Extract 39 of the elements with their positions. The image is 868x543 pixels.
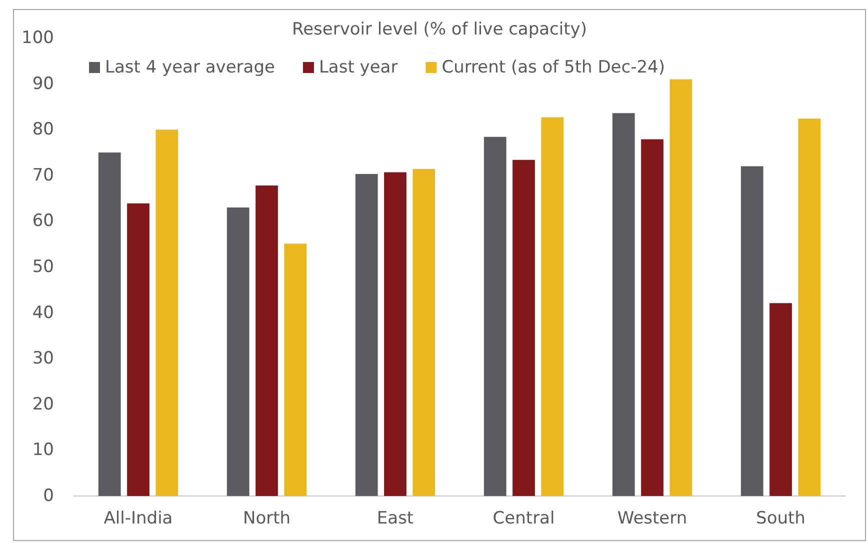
legend-label: Last year — [318, 58, 398, 78]
y-tick-label: 90 — [32, 74, 54, 94]
x-tick-label: Western — [617, 508, 688, 528]
bar — [284, 244, 307, 496]
bar — [355, 174, 378, 496]
bar — [256, 185, 278, 496]
y-tick-label: 80 — [32, 120, 54, 140]
legend-label: Current (as of 5th Dec-24) — [442, 58, 666, 78]
x-tick-label: East — [376, 508, 414, 528]
bar — [770, 303, 792, 496]
bar — [412, 168, 436, 496]
legend-label: Last 4 year average — [105, 58, 275, 78]
x-tick-label: All-India — [104, 508, 173, 528]
x-tick-label: North — [242, 508, 291, 528]
x-tick-label: South — [756, 508, 806, 528]
bar — [512, 160, 535, 496]
bar — [156, 130, 178, 496]
bar — [740, 166, 764, 496]
x-tick-label: Central — [492, 508, 555, 528]
bar — [226, 207, 250, 496]
bar — [127, 203, 150, 496]
bar — [384, 172, 406, 496]
y-tick-label: 10 — [32, 440, 54, 460]
y-tick-label: 100 — [22, 28, 54, 48]
y-tick-label: 30 — [32, 348, 54, 369]
bar — [670, 79, 692, 496]
y-tick-label: 40 — [32, 302, 54, 323]
y-tick-label: 50 — [32, 257, 54, 277]
bar — [98, 152, 121, 496]
chart-title: Reservoir level (% of live capacity) — [292, 20, 587, 40]
y-tick-label: 0 — [43, 486, 54, 506]
y-tick-label: 70 — [32, 165, 54, 186]
bar — [541, 117, 564, 496]
y-tick-label: 60 — [32, 211, 54, 232]
bar — [484, 136, 506, 496]
y-tick-label: 20 — [32, 394, 54, 414]
bar — [798, 118, 821, 496]
bar — [641, 139, 664, 496]
bar — [612, 113, 635, 496]
